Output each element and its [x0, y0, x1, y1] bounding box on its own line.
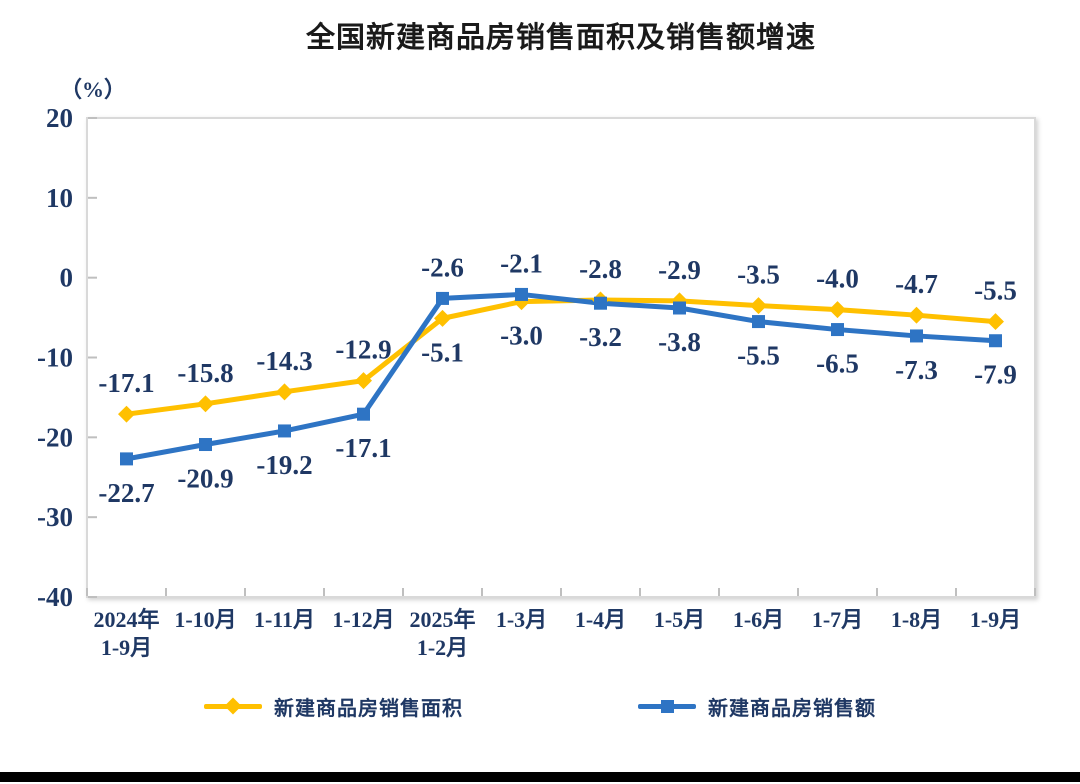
x-axis-category-label: 1-4月 [575, 607, 626, 632]
sales-amount-point [436, 291, 449, 305]
sales-area-point [750, 297, 767, 315]
sales-amount-data-label: -3.8 [658, 327, 701, 357]
sales-amount-point [910, 329, 923, 343]
bottom-black-bar [0, 772, 1080, 782]
sales-amount-data-label: -3.2 [579, 322, 622, 352]
legend-item-sales-area: 新建商品房销售面积 [204, 692, 463, 721]
sales-amount-data-label: -22.7 [98, 478, 154, 508]
sales-amount-point [594, 296, 607, 310]
square-marker-icon [661, 699, 674, 713]
x-axis-category-label: 2024年 1-9月 [93, 607, 159, 660]
sales-area-point [355, 372, 372, 390]
sales-area-data-label: -5.5 [974, 276, 1017, 306]
sales-amount-line-sample [638, 698, 696, 715]
sales-area-data-label: -15.8 [177, 358, 233, 388]
sales-area-data-label: -3.0 [500, 321, 543, 351]
x-axis-category-label: 1-7月 [812, 607, 863, 632]
sales-amount-data-label: -5.5 [737, 341, 780, 371]
sales-amount-point [752, 315, 765, 329]
diamond-marker-icon [224, 697, 242, 714]
sales-amount-point [199, 438, 212, 452]
sales-amount-point [673, 301, 686, 315]
sales-amount-data-label: -2.1 [500, 248, 543, 278]
sales-area-line-sample [204, 697, 262, 715]
sales-area-point [276, 383, 293, 401]
legend-item-sales-amount: 新建商品房销售额 [638, 692, 876, 721]
x-axis-category-label: 1-12月 [332, 607, 394, 632]
sales-area-point [908, 306, 925, 324]
sales-amount-point [120, 452, 133, 466]
y-axis-tick-label: -10 [37, 343, 73, 373]
x-axis-category-label: 2025年 1-2月 [409, 607, 475, 660]
sales-amount-point [989, 334, 1002, 348]
sales-area-point [118, 405, 135, 423]
y-axis-tick-label: -30 [37, 502, 73, 532]
y-axis-tick-label: 0 [60, 263, 74, 293]
sales-area-data-label: -12.9 [335, 335, 391, 365]
legend-label-sales-area: 新建商品房销售面积 [274, 697, 463, 720]
y-axis-tick-label: -40 [37, 582, 73, 612]
chart-legend: 新建商品房销售面积 新建商品房销售额 [0, 686, 1080, 726]
sales-area-point [197, 395, 214, 413]
sales-amount-data-label: -6.5 [816, 349, 859, 379]
sales-area-data-label: -17.1 [98, 368, 154, 398]
y-axis-tick-label: 10 [46, 183, 73, 213]
sales-amount-point [515, 287, 528, 301]
legend-label-sales-amount: 新建商品房销售额 [708, 697, 876, 720]
plot-border [86, 117, 1036, 598]
sales-amount-line [124, 291, 998, 462]
sales-area-data-label: -2.9 [658, 255, 701, 285]
x-axis-category-label: 1-5月 [654, 607, 705, 632]
sales-amount-data-label: -7.9 [974, 360, 1017, 390]
sales-amount-point [831, 323, 844, 337]
x-axis-category-label: 1-11月 [254, 607, 315, 632]
y-axis-tick-label: 20 [46, 103, 73, 133]
x-axis-category-label: 1-10月 [174, 607, 236, 632]
sales-amount-data-label: -2.6 [421, 252, 464, 282]
sales-area-point [987, 313, 1004, 331]
x-axis-category-label: 1-3月 [496, 607, 547, 632]
chart-title: 全国新建商品房销售面积及销售额增速 [305, 22, 816, 54]
y-axis-unit-label: （%） [59, 77, 126, 102]
sales-amount-data-label: -7.3 [895, 355, 938, 385]
x-axis-category-label: 1-8月 [891, 607, 942, 632]
sales-area-data-label: -3.5 [737, 260, 780, 290]
x-axis-category-label: 1-6月 [733, 607, 784, 632]
sales-amount-point [357, 407, 370, 421]
y-axis-tick-label: -20 [37, 422, 73, 452]
sales-amount-point [278, 424, 291, 438]
x-axis-category-label: 1-9月 [970, 607, 1021, 632]
sales-area-point [829, 301, 846, 319]
sales-amount-data-label: -17.1 [335, 433, 391, 463]
sales-amount-data-label: -19.2 [256, 450, 312, 480]
sales-area-data-label: -14.3 [256, 346, 312, 376]
sales-area-data-label: -4.7 [895, 269, 938, 299]
sales-area-data-label: -5.1 [421, 337, 464, 367]
sales-area-data-label: -2.8 [579, 254, 622, 284]
sales-area-point [434, 309, 451, 327]
sales-area-data-label: -4.0 [816, 264, 859, 294]
sales-amount-data-label: -20.9 [177, 464, 233, 494]
